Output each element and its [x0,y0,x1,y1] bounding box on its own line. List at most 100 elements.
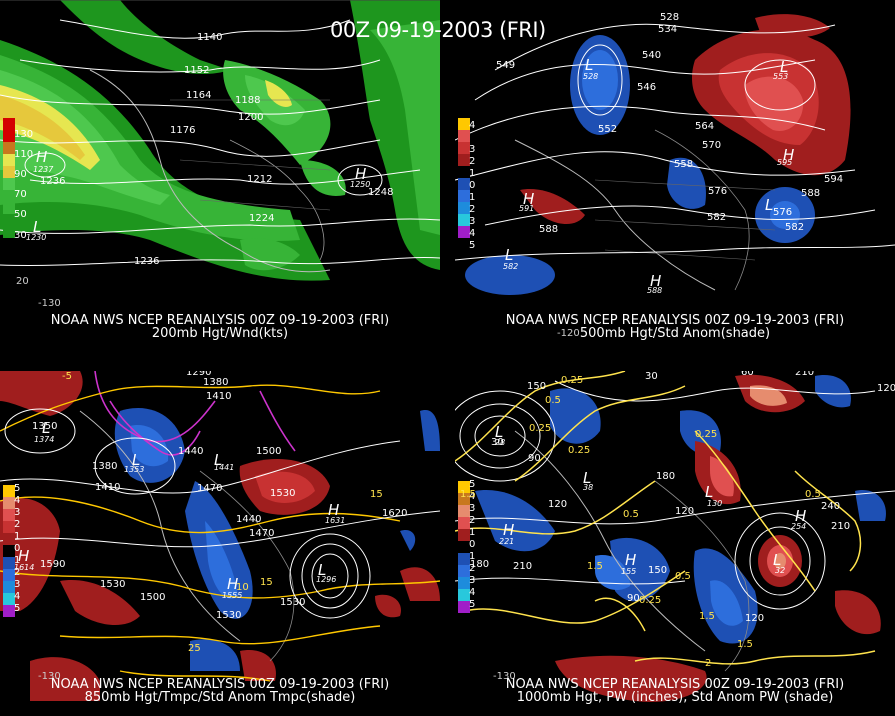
pw-label: 1.5 [699,611,715,622]
panel-caption-2: 500mb Hgt/Std Anom(shade) [579,326,771,341]
contour-label: 1164 [186,90,212,101]
high-marker: H [795,507,807,525]
low-marker: L [42,419,51,437]
legend-swatch [458,517,470,529]
contour-label: 570 [702,140,722,151]
legend-label: 4 [14,495,21,506]
legend-label: 130 [14,129,34,140]
contour-label: 594 [824,174,844,185]
legend-swatch [458,565,470,577]
legend-swatch [458,529,470,541]
contour-label: 1140 [197,32,223,43]
panel-caption-1: NOAA NWS NCEP REANALYSIS 00Z 09-19-2003 … [505,313,845,328]
legend-label: 3 [469,216,476,227]
panel-caption-2: 200mb Hgt/Wnd(kts) [151,326,289,341]
pw-label: 0.25 [639,595,662,606]
legend-swatch [458,190,470,202]
center-value: 591 [519,204,535,213]
high-marker: H [650,272,662,290]
legend-label: 3 [469,503,476,514]
legend-label: 2 [14,519,21,530]
contour-label: 1500 [256,446,282,457]
low-marker: L [773,551,782,569]
legend-label: 4 [469,120,476,131]
legend-label: 5 [469,599,476,610]
panel-1000mb: 5 4 3 2 1 0 1 2 3 4 5 150 30 60 210 120 … [455,371,895,716]
contour-label: 1470 [197,483,223,494]
contour-label: 1350 [32,421,58,432]
legend-swatch [458,178,470,190]
contour-label: 576 [708,186,728,197]
low-marker: L [583,469,592,487]
legend-swatch [458,577,470,589]
contour-label: 582 [785,222,805,233]
legend-label: 4 [469,587,476,598]
center-value: 28 [495,438,506,447]
contour-label: 1380 [203,377,229,388]
legend-swatch [458,118,470,130]
lon-tick: -120 [557,328,580,339]
legend-label: 110 [14,149,34,160]
contour-label: 1440 [178,446,204,457]
pw-label: 0.25 [561,375,584,386]
legend-swatch [3,166,15,178]
temp-label: 15 [370,489,383,500]
legend-label: 3 [14,579,21,590]
legend-swatch [3,569,15,581]
legend-swatch [3,142,15,154]
center-value: 1237 [33,165,54,174]
temp-label: 10 [236,582,249,593]
legend-swatch [458,166,470,178]
lon-tick: 20 [16,276,29,287]
contour-label: 576 [773,207,793,218]
low-marker: L [495,423,504,441]
legend-swatch [3,154,15,166]
center-value: 582 [503,262,519,271]
center-value: 1631 [325,516,346,525]
high-marker: H [36,148,48,166]
high-marker: H [328,501,340,519]
legend-pw-anom [458,481,470,613]
legend-label: 1 [14,555,21,566]
pw-label: 0.25 [529,423,552,434]
contour-label: 546 [637,82,657,93]
panel-caption-1: NOAA NWS NCEP REANALYSIS 00Z 09-19-2003 … [505,677,845,692]
high-marker: H [625,551,637,569]
contour-label: 90 [528,453,541,464]
legend-label: 2 [14,567,21,578]
contour-label: 1236 [134,256,160,267]
legend-swatch [3,226,15,238]
pw-label: 0.25 [695,429,718,440]
legend-label: 2 [469,204,476,215]
legend-swatch [3,497,15,509]
pw-label: 1.5 [460,489,476,500]
legend-swatch [3,130,15,142]
center-value: 595 [777,158,793,167]
legend-swatch [3,593,15,605]
legend-label: 4 [469,491,476,502]
contour-label: 1410 [95,482,121,493]
legend-swatch [3,509,15,521]
legend-swatch [458,589,470,601]
contour-label: 180 [470,559,490,570]
contour-label: 210 [831,521,851,532]
legend-swatch [3,202,15,214]
panel-caption-1: NOAA NWS NCEP REANALYSIS 00Z 09-19-2003 … [50,677,390,692]
legend-swatch [3,521,15,533]
legend-wind [3,118,15,238]
low-marker: L [705,483,714,501]
legend-label: 3 [469,144,476,155]
contour-label: 30 [645,371,658,382]
panel-200mb: 130 110 90 70 50 30 1140 1152 1164 1176 … [0,0,440,345]
contour-label: 210 [795,371,815,378]
legend-label: 90 [14,169,27,180]
lon-tick: -130 [38,671,61,682]
contour-label: 552 [598,124,618,135]
legend-label: 1 [469,527,476,538]
contour-label: 1440 [236,514,262,525]
pw-label: 1.5 [587,561,603,572]
high-marker: H [523,190,535,208]
contour-label: 1224 [249,213,275,224]
legend-swatch [458,202,470,214]
legend-label: 1 [469,192,476,203]
